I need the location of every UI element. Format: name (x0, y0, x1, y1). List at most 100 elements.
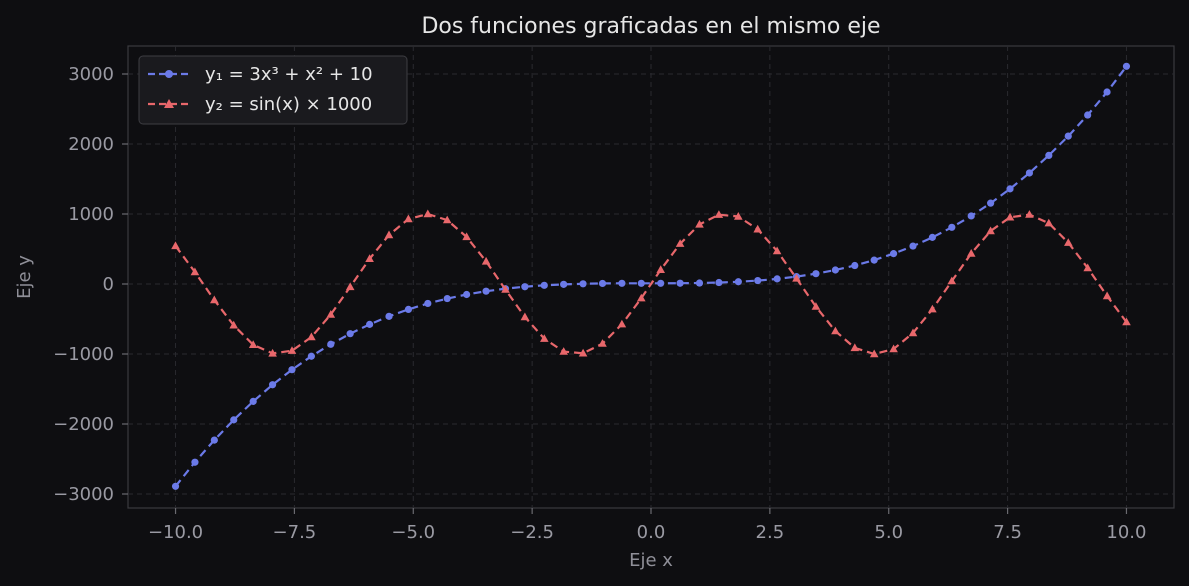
data-point (463, 290, 471, 299)
y-axis-label: Eje y (14, 255, 35, 299)
data-point (365, 254, 374, 262)
y-axis-ticks: −3000 −2000 −1000 0 1000 2000 3000 (53, 64, 128, 505)
data-point (889, 344, 898, 353)
data-point (288, 366, 296, 374)
data-point (249, 397, 257, 405)
data-point (462, 232, 471, 241)
data-point (792, 273, 801, 282)
series-layer (171, 62, 1131, 490)
data-point (1064, 238, 1073, 246)
data-point (637, 279, 645, 287)
data-point (442, 215, 452, 224)
data-point (521, 283, 529, 291)
data-point (424, 299, 432, 308)
data-point (1102, 291, 1112, 300)
x-tick-label: 7.5 (993, 522, 1022, 543)
data-point (1064, 132, 1072, 140)
data-point (1044, 218, 1054, 227)
data-point (560, 280, 568, 288)
data-point (1122, 317, 1131, 326)
data-point (404, 305, 413, 314)
y-tick-label: −3000 (53, 484, 114, 505)
data-point (928, 233, 936, 241)
data-point (908, 328, 918, 337)
data-point (540, 281, 548, 289)
data-point (909, 242, 917, 250)
data-point (948, 223, 956, 231)
data-point (1025, 169, 1034, 177)
legend-label-y2: y₂ = sin(x) × 1000 (205, 94, 372, 115)
data-point (831, 266, 839, 274)
data-point (831, 326, 840, 335)
data-point (1045, 151, 1053, 160)
data-point (889, 250, 898, 258)
data-point (443, 294, 451, 303)
data-point (657, 279, 665, 287)
data-point (171, 241, 180, 250)
y-tick-label: −1000 (53, 344, 114, 365)
data-point (772, 246, 782, 255)
data-point (618, 279, 626, 287)
data-point (986, 226, 995, 235)
data-point (540, 334, 549, 342)
data-point (928, 304, 937, 313)
data-point (210, 436, 218, 444)
data-point (384, 230, 394, 239)
data-point (385, 312, 393, 320)
data-point (695, 219, 704, 228)
data-point (734, 212, 743, 220)
y-tick-label: 0 (103, 274, 114, 295)
x-tick-label: 2.5 (756, 522, 785, 543)
data-point (327, 340, 335, 348)
chart-title: Dos funciones graficadas en el mismo eje (421, 14, 880, 39)
data-point (579, 280, 587, 288)
data-point (520, 312, 530, 321)
data-point (307, 352, 315, 360)
data-point (229, 320, 238, 329)
x-tick-label: −5.0 (391, 522, 435, 543)
y-tick-label: 2000 (68, 134, 114, 155)
data-point (345, 282, 355, 291)
x-tick-label: −2.5 (510, 522, 554, 543)
data-point (869, 349, 879, 358)
y-tick-label: −2000 (53, 414, 114, 435)
series-1-line (174, 65, 1128, 487)
data-point (966, 249, 976, 257)
data-point (1006, 185, 1014, 193)
data-point (346, 330, 354, 338)
data-point (1025, 210, 1034, 218)
data-point (676, 279, 684, 287)
data-point (191, 458, 199, 466)
data-point (501, 285, 510, 293)
data-point (268, 381, 277, 389)
series-1 (171, 62, 1131, 490)
data-point (1122, 62, 1131, 70)
x-tick-label: 10.0 (1106, 522, 1146, 543)
x-axis-label: Eje x (629, 550, 673, 571)
data-point (851, 261, 859, 270)
data-point (190, 267, 200, 276)
legend-label-y1: y₁ = 3x³ + x² + 10 (205, 64, 373, 85)
data-point (734, 278, 742, 286)
data-point (307, 332, 316, 341)
legend-marker-y2 (164, 99, 174, 108)
data-point (773, 275, 781, 283)
data-point (482, 287, 490, 295)
data-point (1005, 212, 1015, 221)
data-point (423, 209, 433, 218)
data-point (811, 302, 821, 310)
data-point (268, 348, 277, 357)
x-tick-label: 0.0 (637, 522, 666, 543)
data-point (754, 276, 762, 285)
data-point (967, 212, 975, 220)
data-point (1083, 263, 1092, 272)
data-point (559, 347, 568, 355)
data-point (248, 340, 258, 348)
data-point (326, 310, 336, 318)
data-point (715, 278, 723, 287)
data-point (1084, 111, 1092, 119)
x-axis-ticks: −10.0 −7.5 −5.0 −2.5 0.0 2.5 5.0 7.5 10.0 (148, 508, 1146, 543)
data-point (210, 295, 219, 304)
y-tick-label: 3000 (68, 64, 114, 85)
data-point (578, 348, 588, 357)
